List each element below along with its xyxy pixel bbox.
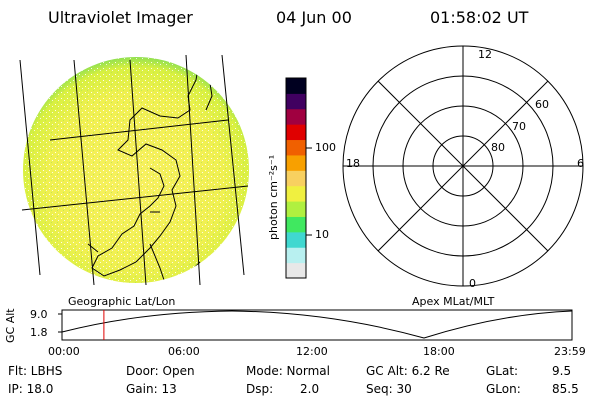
- colorbar-segment: [286, 262, 306, 279]
- time-label-0000: 00:00: [48, 345, 80, 358]
- colorbar-segment: [286, 170, 306, 187]
- seq-info: Seq: 30: [366, 382, 412, 396]
- glon-value: 85.5: [552, 382, 579, 396]
- colorbar-segment: [286, 139, 306, 156]
- time-label-1800: 18:00: [423, 345, 455, 358]
- dsp-value: 2.0: [300, 382, 320, 396]
- colorbar: [286, 78, 306, 279]
- mlt-label-6: 6: [577, 157, 584, 170]
- glat-value: 9.5: [552, 364, 572, 378]
- gcalt-info: GC Alt: 6.2 Re: [366, 364, 450, 378]
- mlt-label-12: 12: [478, 48, 492, 61]
- colorbar-unit-label: photon cm⁻²s⁻¹: [267, 154, 280, 240]
- time-label: 01:58:02 UT: [430, 8, 529, 27]
- dsp-label: Dsp:: [246, 382, 274, 396]
- mlat-label-60: 60: [535, 98, 549, 111]
- polar-grid: [342, 45, 584, 287]
- timeline-frame: [61, 309, 573, 341]
- door-info: Door: Open: [126, 364, 195, 378]
- time-label-0600: 06:00: [168, 345, 200, 358]
- date-label: 04 Jun 00: [276, 8, 352, 27]
- mode-info: Mode: Normal: [246, 364, 330, 378]
- timeline-ylabel: GC Alt: [4, 308, 17, 343]
- ip-info: IP: 18.0: [8, 382, 54, 396]
- left-panel-caption: Geographic Lat/Lon: [68, 295, 176, 308]
- colorbar-segment: [286, 247, 306, 264]
- colorbar-label-100: 100: [315, 141, 336, 154]
- mlat-label-70: 70: [512, 120, 526, 133]
- uv-image-disk: [19, 54, 249, 286]
- colorbar-segment: [286, 154, 306, 171]
- timeline-y-top: 9.0: [30, 308, 48, 321]
- colorbar-segment: [286, 201, 306, 217]
- instrument-title: Ultraviolet Imager: [48, 8, 193, 27]
- colorbar-segment: [286, 216, 306, 233]
- gain-info: Gain: 13: [126, 382, 177, 396]
- timeline-y-bottom: 1.8: [30, 326, 48, 339]
- mlt-label-0: 0: [469, 277, 476, 290]
- polar-plot-caption: Apex MLat/MLT: [412, 295, 495, 308]
- colorbar-frame: [285, 77, 307, 279]
- time-label-2359: 23:59: [554, 345, 586, 358]
- glat-label: GLat:: [486, 364, 519, 378]
- filter-info: Flt: LBHS: [8, 364, 63, 378]
- lat-lon-grid: [19, 54, 249, 286]
- mlt-label-18: 18: [346, 157, 360, 170]
- colorbar-segment: [286, 108, 306, 125]
- colorbar-segment: [286, 78, 306, 94]
- colorbar-segment: [286, 231, 306, 248]
- time-label-1200: 12:00: [296, 345, 328, 358]
- mlat-label-80: 80: [491, 141, 505, 154]
- colorbar-segment: [286, 124, 306, 141]
- altitude-curve: [61, 310, 573, 339]
- glon-label: GLon:: [486, 382, 521, 396]
- colorbar-label-10: 10: [315, 228, 329, 241]
- colorbar-segment: [286, 185, 306, 202]
- colorbar-segment: [286, 93, 306, 110]
